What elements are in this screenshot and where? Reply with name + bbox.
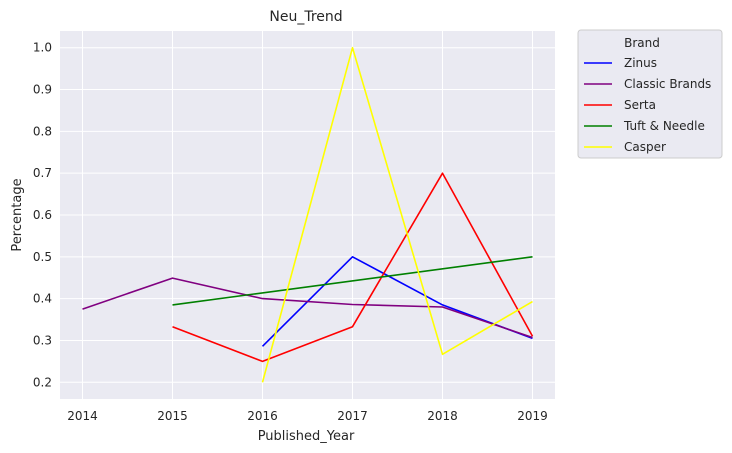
x-tick-label: 2017	[337, 409, 368, 423]
y-tick-label: 1.0	[33, 41, 52, 55]
legend-box	[577, 29, 723, 159]
legend-label-zinus: Zinus	[624, 56, 657, 70]
x-tick-label: 2018	[427, 409, 458, 423]
y-tick-label: 0.2	[33, 375, 52, 389]
y-axis-ticks: 0.2 0.3 0.4 0.5 0.6 0.7 0.8 0.9 1.0	[33, 41, 52, 390]
legend-entries: Zinus Classic Brands Serta Tuft & Needle Cas…	[584, 56, 711, 154]
y-tick-label: 0.4	[33, 292, 52, 306]
series-lines	[82, 46, 534, 383]
legend-label-tuft-needle: Tuft & Needle	[623, 119, 705, 133]
legend-label-casper: Casper	[624, 140, 666, 154]
y-tick-label: 0.7	[33, 166, 52, 180]
x-tick-label: 2015	[157, 409, 188, 423]
legend: Brand Zinus Classic Brands Serta Tuft & Nee…	[577, 29, 723, 159]
series-line-casper	[261, 46, 533, 383]
y-tick-label: 0.9	[33, 83, 52, 97]
x-axis-ticks: 2014 2015 2016 2017 2018 2019	[67, 409, 548, 423]
series-line-tuft-needle	[172, 256, 533, 306]
legend-label-serta: Serta	[624, 98, 656, 112]
grid	[60, 31, 555, 399]
legend-label-classic-brands: Classic Brands	[624, 77, 711, 91]
x-axis-label: Published_Year	[258, 429, 355, 444]
legend-title: Brand	[624, 36, 660, 50]
series-line-classic-brands	[82, 277, 533, 339]
series-line-serta	[172, 172, 534, 363]
x-tick-label: 2014	[67, 409, 98, 423]
y-tick-label: 0.5	[33, 250, 52, 264]
y-tick-label: 0.3	[33, 333, 52, 347]
x-tick-label: 2016	[247, 409, 278, 423]
y-tick-label: 0.6	[33, 208, 52, 222]
chart-title: Neu_Trend	[269, 9, 342, 25]
y-tick-label: 0.8	[33, 124, 52, 138]
x-tick-label: 2019	[517, 409, 548, 423]
y-axis-label: Percentage	[10, 178, 25, 251]
